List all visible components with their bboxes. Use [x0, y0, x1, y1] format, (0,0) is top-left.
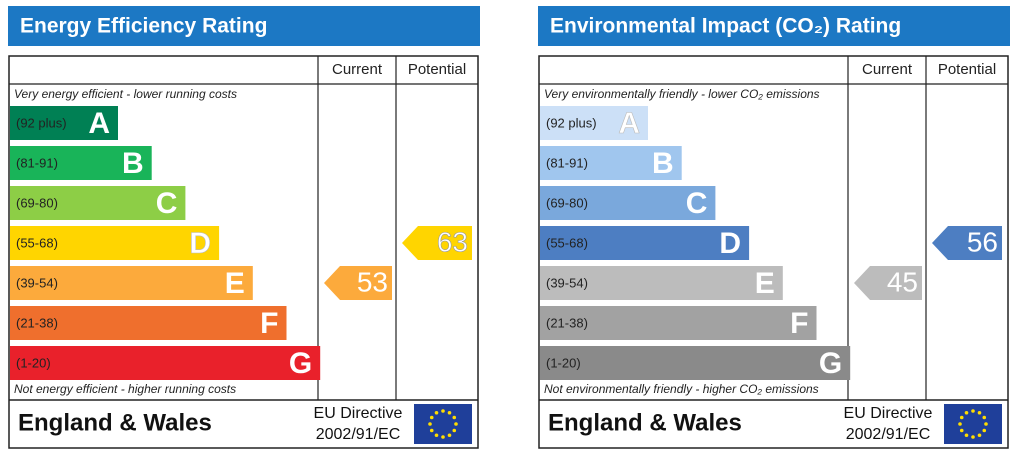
eu-star	[984, 422, 988, 426]
band-letter: B	[122, 147, 144, 180]
band-range: (55-68)	[546, 235, 588, 250]
eu-star	[964, 433, 969, 438]
rating-band	[10, 186, 186, 220]
rating-value: 45	[887, 266, 918, 297]
eu-star	[428, 422, 432, 426]
rating-band	[540, 146, 682, 180]
band-range: (92 plus)	[546, 115, 597, 130]
eu-star	[441, 435, 445, 439]
rating-band	[10, 106, 118, 140]
band-letter: F	[790, 307, 808, 340]
band-range: (21-38)	[16, 315, 58, 330]
eu-star	[964, 410, 969, 415]
band-letter: F	[260, 307, 278, 340]
eu-star	[959, 428, 964, 433]
footer-region: England & Wales	[548, 409, 742, 436]
top-note: Very energy efficient - lower running co…	[14, 87, 237, 101]
column-header: Potential	[938, 61, 996, 78]
bottom-note: Not energy efficient - higher running co…	[14, 382, 236, 396]
rating-band	[540, 226, 750, 260]
eu-star	[977, 433, 982, 438]
band-letter: E	[755, 267, 775, 300]
band-range: (81-91)	[16, 155, 58, 170]
rating-arrow	[324, 266, 392, 300]
eu-star	[447, 433, 452, 438]
band-letter: B	[652, 147, 674, 180]
band-letter: G	[289, 347, 312, 380]
footer-region: England & Wales	[18, 409, 212, 436]
directive: EU Directive	[844, 405, 933, 422]
rating-band	[10, 346, 321, 380]
frame	[538, 55, 1009, 449]
eu-star	[441, 409, 445, 413]
rating-band	[10, 306, 287, 340]
eu-star	[454, 422, 458, 426]
rating-arrow	[854, 266, 922, 300]
band-letter: E	[225, 267, 245, 300]
band-range: (55-68)	[16, 235, 58, 250]
eu-star	[452, 415, 457, 420]
directive: 2002/91/EC	[846, 426, 931, 443]
band-range: (92 plus)	[16, 115, 67, 130]
rating-value: 53	[357, 266, 388, 297]
band-range: (39-54)	[546, 275, 588, 290]
rating-band	[10, 226, 220, 260]
band-range: (39-54)	[16, 275, 58, 290]
rating-value: 56	[967, 226, 998, 257]
band-letter: C	[686, 187, 708, 220]
rating-band	[540, 306, 817, 340]
directive: EU Directive	[314, 405, 403, 422]
band-letter: D	[189, 227, 211, 260]
eu-star	[429, 428, 434, 433]
band-letter: A	[618, 107, 640, 140]
eu-star	[452, 428, 457, 433]
eu-star	[982, 415, 987, 420]
bottom-note: Not environmentally friendly - higher CO…	[544, 382, 819, 396]
eu-star	[447, 410, 452, 415]
column-header: Current	[862, 61, 913, 78]
rating-band	[10, 146, 152, 180]
column-header: Potential	[408, 61, 466, 78]
eu-star	[958, 422, 962, 426]
band-letter: D	[719, 227, 741, 260]
directive: 2002/91/EC	[316, 426, 401, 443]
eu-star	[434, 410, 439, 415]
rating-value: 63	[437, 226, 468, 257]
band-range: (69-80)	[16, 195, 58, 210]
band-range: (81-91)	[546, 155, 588, 170]
rating-arrow	[402, 226, 472, 260]
eu-star	[977, 410, 982, 415]
rating-band	[540, 106, 648, 140]
rating-band	[540, 186, 716, 220]
band-range: (21-38)	[546, 315, 588, 330]
rating-arrow	[932, 226, 1002, 260]
band-letter: G	[819, 347, 842, 380]
frame	[8, 55, 479, 449]
eu-star	[982, 428, 987, 433]
rating-band	[540, 266, 783, 300]
eu-star	[971, 435, 975, 439]
band-letter: C	[156, 187, 178, 220]
eu-star	[429, 415, 434, 420]
band-range: (1-20)	[546, 355, 581, 370]
column-header: Current	[332, 61, 383, 78]
eu-star	[959, 415, 964, 420]
eu-star	[971, 409, 975, 413]
panel-title: Environmental Impact (CO₂) Rating	[550, 15, 901, 38]
rating-band	[10, 266, 253, 300]
band-range: (69-80)	[546, 195, 588, 210]
title-bar	[8, 6, 480, 46]
top-note: Very environmentally friendly - lower CO…	[544, 87, 820, 101]
rating-band	[540, 346, 851, 380]
title-bar	[538, 6, 1010, 46]
panel-title: Energy Efficiency Rating	[20, 15, 267, 38]
band-range: (1-20)	[16, 355, 51, 370]
band-letter: A	[88, 107, 110, 140]
eu-star	[434, 433, 439, 438]
